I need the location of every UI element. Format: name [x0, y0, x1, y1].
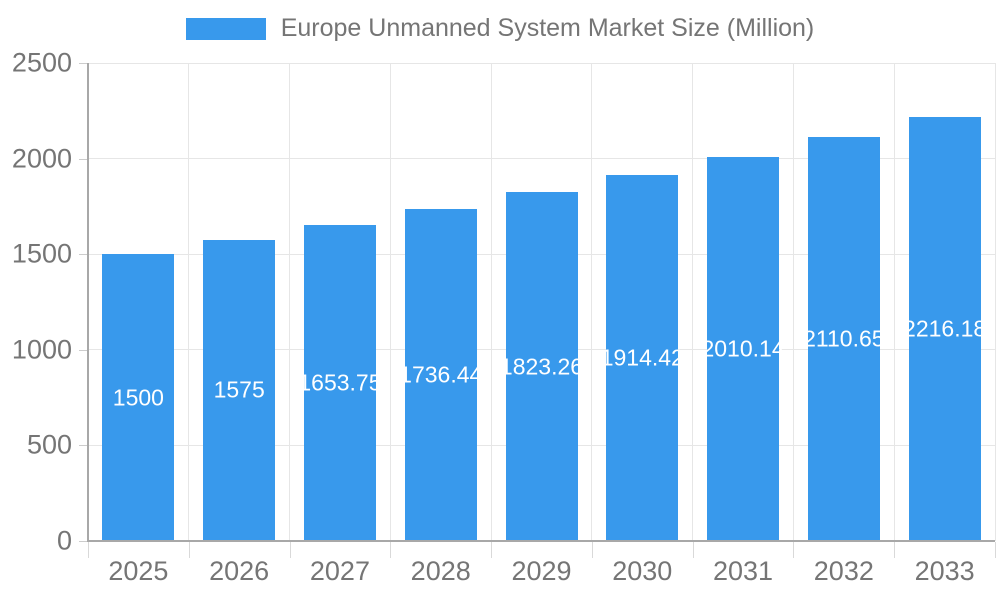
- legend-swatch-icon: [185, 17, 266, 40]
- bar-2031[interactable]: [707, 156, 780, 541]
- bar-2032[interactable]: [807, 137, 880, 541]
- x-axis-tick: [188, 542, 190, 558]
- legend[interactable]: Europe Unmanned System Market Size (Mill…: [0, 14, 1000, 43]
- y-gridline: [88, 158, 995, 160]
- y-axis-tick: [79, 158, 87, 160]
- y-axis-tick-label: 1000: [11, 334, 72, 365]
- x-gridline: [188, 63, 190, 541]
- bar-2025[interactable]: [102, 254, 175, 541]
- x-axis-tick-label: 2031: [713, 556, 774, 586]
- x-axis-tick-label: 2033: [914, 556, 975, 586]
- x-gridline: [289, 63, 291, 541]
- y-axis-tick-label: 2000: [11, 143, 72, 174]
- y-axis-tick: [79, 541, 87, 542]
- x-axis-tick-label: 2027: [309, 556, 370, 586]
- x-axis-tick: [491, 542, 493, 558]
- x-axis-tick: [995, 542, 996, 558]
- x-axis-tick-label: 2028: [410, 556, 471, 586]
- y-axis-tick: [79, 254, 87, 256]
- plot-area: 1500 1575 1653.75 1736.44 1823.26 1914.42 2010…: [88, 62, 996, 541]
- x-axis-tick-label: 2030: [612, 556, 673, 586]
- y-gridline: [88, 62, 995, 64]
- x-axis-tick: [692, 542, 694, 558]
- x-gridline: [490, 63, 492, 541]
- bar-2026[interactable]: [203, 239, 276, 541]
- x-gridline: [591, 63, 593, 541]
- y-axis-tick: [79, 63, 87, 64]
- x-axis-tick: [88, 542, 89, 558]
- y-axis-tick-label: 2500: [11, 47, 72, 78]
- x-axis-tick-label: 2026: [209, 556, 270, 586]
- bar-2027[interactable]: [303, 224, 376, 541]
- x-gridline: [389, 63, 391, 541]
- x-axis-tick: [390, 542, 392, 558]
- y-axis-tick-label: 500: [26, 429, 72, 460]
- y-axis-tick-label: 0: [56, 525, 72, 556]
- bar-2033[interactable]: [908, 117, 981, 541]
- x-axis-tick: [793, 542, 795, 558]
- x-gridline: [792, 63, 794, 541]
- y-axis-tick: [79, 445, 87, 447]
- legend-label: Europe Unmanned System Market Size (Mill…: [280, 14, 815, 42]
- x-axis-tick-label: 2029: [511, 556, 572, 586]
- bar-2029[interactable]: [505, 192, 578, 541]
- y-axis-tick: [79, 349, 87, 351]
- x-gridline: [994, 63, 996, 541]
- x-gridline: [893, 63, 895, 541]
- bar-2028[interactable]: [404, 209, 477, 541]
- x-axis-tick: [894, 542, 896, 558]
- y-axis-tick-label: 1500: [11, 238, 72, 269]
- x-axis-tick-label: 2032: [813, 556, 874, 586]
- x-axis-tick: [591, 542, 593, 558]
- x-axis-line: [87, 540, 995, 542]
- bar-2030[interactable]: [606, 174, 679, 541]
- x-gridline: [692, 63, 694, 541]
- x-axis-tick-label: 2025: [108, 556, 169, 586]
- x-axis-tick: [289, 542, 291, 558]
- y-axis-line: [87, 63, 89, 541]
